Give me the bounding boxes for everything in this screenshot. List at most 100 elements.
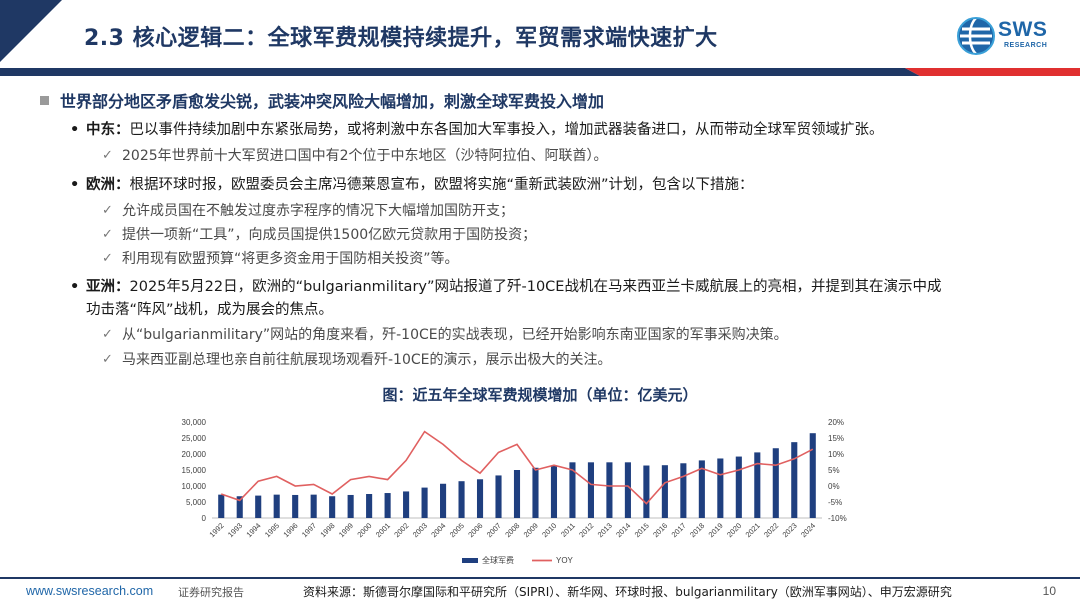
- bar: [347, 494, 354, 518]
- x-tick-label: 2024: [799, 521, 817, 539]
- sub-item: ✓ 提供一项新“工具”，向成员国提供1500亿欧元贷款用于国防投资；: [102, 224, 537, 246]
- bar: [809, 433, 816, 518]
- x-tick-label: 2023: [781, 521, 799, 539]
- x-tick-label: 2013: [596, 521, 614, 539]
- bullet-text: 2025年5月22日，欧洲的“bulgarianmilitary”网站报道了歼-…: [129, 279, 942, 295]
- yoy-line: [220, 430, 814, 505]
- bar: [550, 465, 558, 518]
- bar: [698, 460, 705, 518]
- x-tick-label: 2021: [744, 521, 762, 539]
- check-icon: ✓: [102, 327, 113, 342]
- footer-source: 资料来源：斯德哥尔摩国际和平研究所（SIPRI）、新华网、环球时报、bulgar…: [303, 585, 952, 599]
- sub-item-text: 利用现有欧盟预算“将更多资金用于国防相关投资”等。: [122, 251, 459, 267]
- x-tick-label: 2015: [633, 521, 651, 539]
- x-tick-label: 1994: [244, 521, 262, 539]
- x-tick-label: 2020: [725, 521, 743, 539]
- bar: [421, 487, 428, 518]
- bar: [680, 463, 687, 518]
- y-left-tick-label: 0: [202, 514, 207, 523]
- bar: [310, 494, 317, 518]
- square-bullet-icon: [40, 95, 49, 105]
- page-title: 2.3 核心逻辑二：全球军费规模持续提升，军贸需求端快速扩大: [84, 26, 718, 51]
- bar: [606, 462, 613, 518]
- x-tick-label: 2014: [614, 521, 632, 539]
- bar: [772, 448, 779, 518]
- bar: [513, 470, 521, 518]
- y-right-tick-label: 20%: [828, 418, 844, 427]
- logo-text: SWS: [998, 18, 1048, 41]
- bar: [569, 462, 576, 518]
- bar: [329, 496, 336, 518]
- military-spending-chart: 0 5,000 10,000 15,000 20,000 25,000 30,000 -10%…: [160, 408, 880, 578]
- x-tick-label: 2003: [411, 521, 429, 539]
- x-tick-label: 2000: [355, 521, 373, 539]
- logo-subtext: RESEARCH: [1004, 42, 1048, 49]
- bar: [292, 494, 299, 518]
- bar: [440, 483, 447, 518]
- x-tick-label: 2022: [762, 521, 780, 539]
- bar: [218, 494, 225, 518]
- bullet-europe: • 欧洲：根据环球时报，欧盟委员会主席冯德莱恩宣布，欧盟将实施“重新武装欧洲”计划…: [70, 174, 754, 196]
- legend-label: YOY: [556, 556, 574, 565]
- x-tick-label: 1993: [226, 521, 244, 539]
- x-tick-label: 2008: [503, 521, 521, 539]
- sub-item-text: 从“bulgarianmilitary”网站的角度来看，歼-10CE的实战表现，…: [122, 327, 788, 343]
- sub-item: ✓ 利用现有欧盟预算“将更多资金用于国防相关投资”等。: [102, 248, 459, 270]
- bar: [476, 479, 484, 518]
- sub-item: ✓ 2025年世界前十大军贸进口国中有2个位于中东地区（沙特阿拉伯、阿联酋）。: [102, 145, 608, 167]
- bar: [661, 465, 668, 518]
- sws-logo: SWS RESEARCH: [956, 14, 1058, 58]
- chart-title: 图：近五年全球军费规模增加（单位：亿美元）: [382, 386, 698, 404]
- footer-url-link[interactable]: www.swsresearch.com: [26, 584, 154, 598]
- sub-item-text: 允许成员国在不触发过度赤字程序的情况下大幅增加国防开支；: [122, 203, 514, 219]
- bar: [643, 465, 650, 518]
- bullet-lead: 中东：: [86, 122, 130, 138]
- legend-swatch-bar: [462, 558, 478, 563]
- x-tick-label: 2004: [429, 521, 447, 539]
- y-right-tick-label: 10%: [828, 450, 844, 459]
- y-right-tick-label: 15%: [828, 434, 844, 443]
- x-tick-label: 2010: [540, 521, 558, 539]
- y-right-tick-label: 5%: [828, 466, 840, 475]
- y-left-tick-label: 15,000: [182, 466, 207, 475]
- y-left-tick-label: 25,000: [182, 434, 207, 443]
- bar: [754, 452, 761, 518]
- bar: [236, 496, 243, 518]
- bar: [532, 467, 539, 518]
- x-tick-label: 2019: [707, 521, 725, 539]
- sub-item-text: 马来西亚副总理也亲自前往航展现场观看歼-10CE的演示，展示出极大的关注。: [122, 352, 612, 368]
- y-left-tick-label: 5,000: [186, 498, 207, 507]
- x-tick-label: 2009: [522, 521, 540, 539]
- bullet-lead: 欧洲：: [86, 177, 130, 193]
- check-icon: ✓: [102, 227, 113, 242]
- sub-item-text: 提供一项新“工具”，向成员国提供1500亿欧元贷款用于国防投资；: [122, 227, 537, 243]
- bar: [273, 494, 280, 518]
- x-tick-label: 2006: [466, 521, 484, 539]
- check-icon: ✓: [102, 352, 113, 367]
- x-tick-label: 1996: [281, 521, 299, 539]
- bar: [717, 458, 724, 518]
- bar: [624, 462, 631, 518]
- bar: [587, 462, 594, 518]
- x-tick-label: 1999: [337, 521, 355, 539]
- footer-rule: [0, 577, 1080, 579]
- bullet-dot-icon: •: [70, 122, 80, 138]
- sub-item-text: 2025年世界前十大军贸进口国中有2个位于中东地区（沙特阿拉伯、阿联酋）。: [122, 148, 608, 164]
- y-left-tick-label: 10,000: [182, 482, 207, 491]
- bullet-lead: 亚洲：: [86, 279, 130, 295]
- x-tick-label: 2017: [670, 521, 688, 539]
- bullet-dot-icon: •: [70, 279, 80, 295]
- bullet-text: 功击落“阵风”战机，成为展会的焦点。: [86, 302, 334, 318]
- page-number: 10: [1042, 584, 1056, 598]
- bar: [384, 493, 391, 518]
- sub-item: ✓ 允许成员国在不触发过度赤字程序的情况下大幅增加国防开支；: [102, 200, 514, 222]
- check-icon: ✓: [102, 251, 113, 266]
- y-right-tick-label: -5%: [828, 498, 842, 507]
- x-tick-label: 2005: [448, 521, 466, 539]
- footer-report-type: 证券研究报告: [178, 586, 244, 599]
- bar: [458, 481, 465, 518]
- header-corner-decoration: [0, 0, 62, 62]
- y-left-tick-label: 20,000: [182, 450, 207, 459]
- sub-item: ✓ 马来西亚副总理也亲自前往航展现场观看歼-10CE的演示，展示出极大的关注。: [102, 349, 612, 371]
- x-tick-label: 1998: [318, 521, 336, 539]
